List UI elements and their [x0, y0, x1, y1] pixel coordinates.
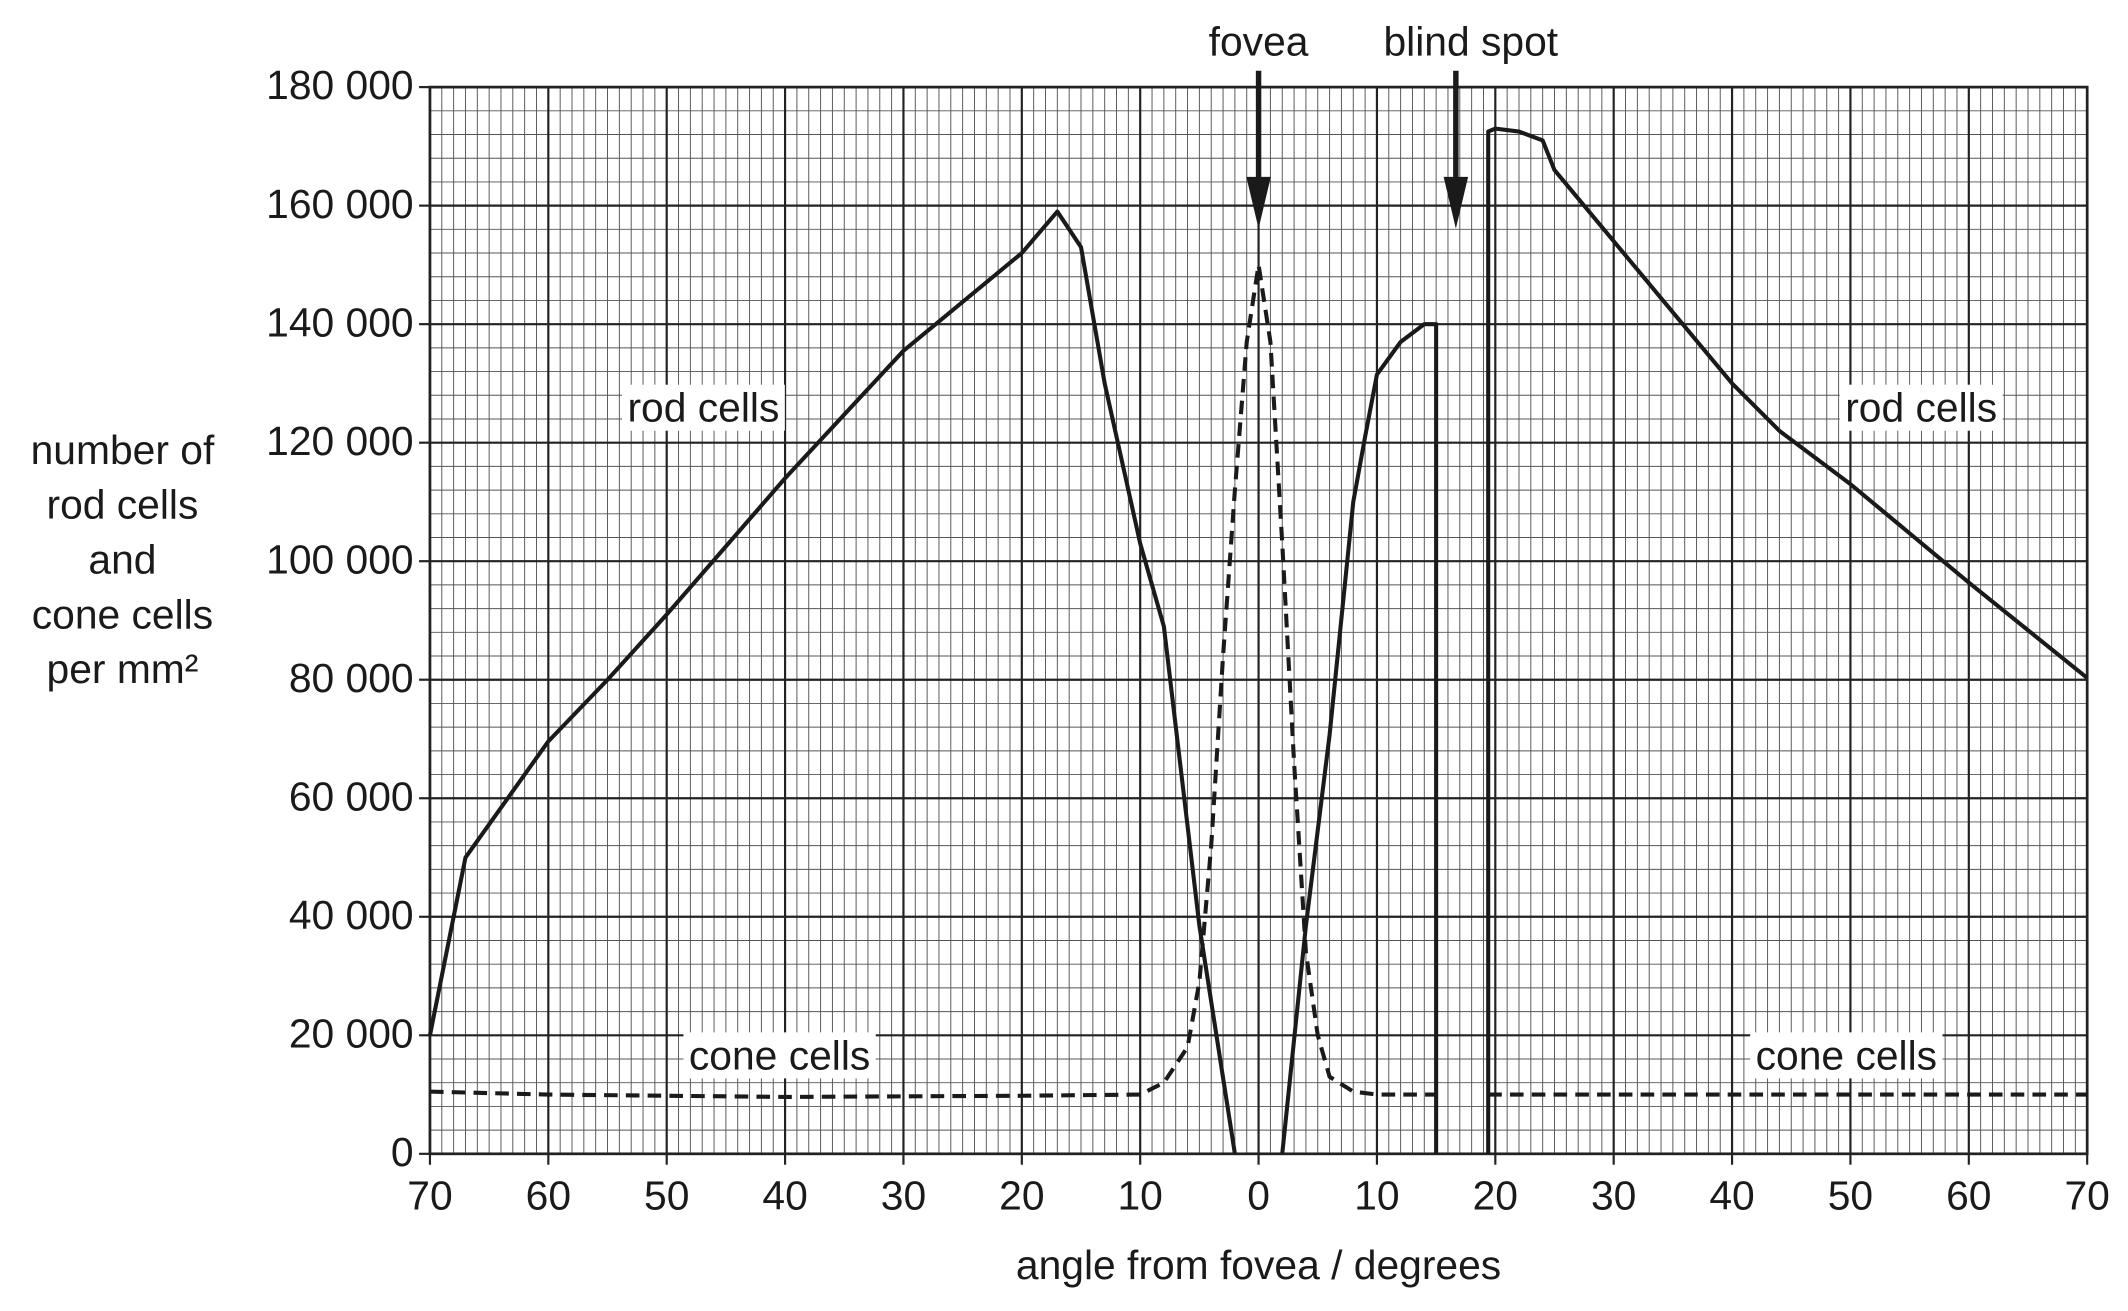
y-tick-label: 0: [391, 1129, 414, 1175]
y-tick-label: 140 000: [266, 299, 413, 345]
y-tick-label: 20 000: [289, 1010, 414, 1056]
x-tick-label: 70: [2064, 1173, 2109, 1219]
x-tick-label: 0: [1247, 1173, 1270, 1219]
x-tick-label: 60: [1946, 1173, 1991, 1219]
x-tick-label: 30: [881, 1173, 926, 1219]
x-tick-label: 50: [644, 1173, 689, 1219]
y-tick-label: 180 000: [266, 62, 413, 108]
annotation-bg: [622, 384, 785, 431]
arrow-head: [1443, 176, 1469, 229]
y-axis-title: per mm²: [47, 646, 199, 692]
y-axis-title: rod cells: [46, 482, 198, 528]
annotation-bg: [1839, 384, 2003, 431]
plot-area: [427, 126, 2089, 1155]
y-tick-label: 60 000: [289, 773, 414, 819]
x-tick-label: 40: [762, 1173, 807, 1219]
y-tick-label: 120 000: [266, 418, 413, 464]
grid: [419, 85, 2089, 1165]
annotation-bg: [683, 1032, 876, 1079]
annotation: blind spot: [1383, 19, 1558, 65]
y-axis-title: cone cells: [32, 591, 213, 637]
series-line: [429, 262, 2088, 1099]
y-tick-label: 40 000: [289, 892, 414, 938]
annotation: cone cells: [689, 1032, 870, 1078]
annotation: fovea: [1209, 19, 1309, 65]
arrow-head: [1246, 176, 1271, 229]
annotation: rod cells: [627, 385, 779, 431]
y-tick-label: 160 000: [266, 181, 413, 227]
x-tick-label: 30: [1591, 1173, 1636, 1219]
y-tick-label: 80 000: [289, 655, 414, 701]
annotation: cone cells: [1756, 1032, 1937, 1078]
x-axis-title: angle from fovea / degrees: [1016, 1242, 1501, 1288]
y-axis-title: number of: [31, 427, 215, 473]
x-tick-label: 20: [1473, 1173, 1518, 1219]
x-tick-label: 20: [999, 1173, 1044, 1219]
y-axis-title: and: [88, 537, 156, 583]
x-tick-label: 60: [526, 1173, 571, 1219]
x-tick-label: 10: [1354, 1173, 1399, 1219]
x-tick-label: 50: [1828, 1173, 1873, 1219]
x-tick-label: 40: [1709, 1173, 1754, 1219]
annotation: rod cells: [1845, 385, 1997, 431]
y-tick-label: 100 000: [266, 536, 413, 582]
annotation-bg: [1750, 1032, 1943, 1079]
series-line: [427, 126, 2089, 1155]
x-tick-label: 70: [407, 1173, 452, 1219]
x-tick-label: 10: [1117, 1173, 1162, 1219]
